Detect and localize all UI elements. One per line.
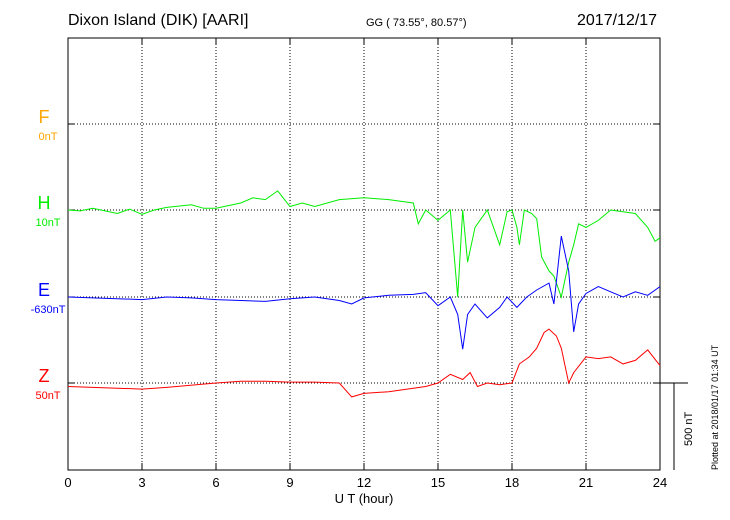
series-baseline-z: 50nT: [35, 390, 60, 402]
scale-bar: 500 nT: [660, 382, 695, 470]
series-baseline-h: 10nT: [35, 217, 60, 229]
grid: [68, 38, 660, 470]
scale-bar-label: 500 nT: [683, 411, 695, 446]
x-tick-label: 6: [212, 475, 219, 490]
series-name-e: E: [38, 280, 50, 300]
x-tick-label: 12: [357, 475, 371, 490]
x-tick-label: 21: [579, 475, 593, 490]
series-baseline-f: 0nT: [39, 131, 58, 143]
series-name-h: H: [38, 193, 51, 213]
chart-date: 2017/12/17: [577, 12, 658, 29]
series-line-h: [67, 190, 661, 299]
series-lines: [67, 190, 661, 398]
axis-ticks: 0 3 6 9 12 15 18 21 24: [64, 38, 667, 490]
x-axis-label: U T (hour): [335, 491, 394, 506]
x-tick-label: 0: [64, 475, 71, 490]
series-line-z: [67, 328, 661, 398]
series-name-z: Z: [39, 366, 50, 386]
series-labels: F 0nT H 10nT E -630nT Z 50nT: [31, 107, 66, 402]
x-tick-label: 9: [286, 475, 293, 490]
x-tick-label: 3: [138, 475, 145, 490]
x-tick-label: 18: [505, 475, 519, 490]
series-name-f: F: [39, 107, 50, 127]
x-tick-label: 24: [653, 475, 667, 490]
series-line-e: [67, 235, 661, 350]
station-title: Dixon Island (DIK) [AARI]: [68, 12, 249, 29]
station-coordinates: GG ( 73.55°, 80.57°): [366, 17, 467, 29]
x-tick-label: 15: [431, 475, 445, 490]
series-baseline-e: -630nT: [31, 304, 66, 316]
